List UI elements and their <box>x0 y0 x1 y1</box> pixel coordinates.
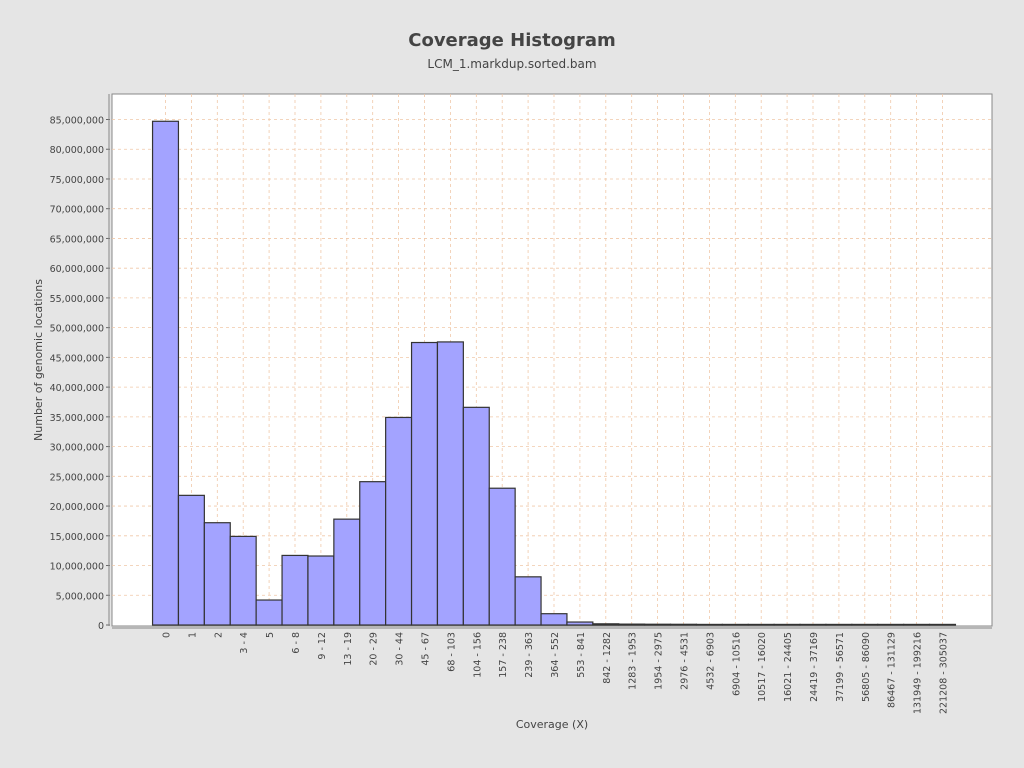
x-tick-label: 131949 - 199216 <box>913 632 924 714</box>
y-tick-label: 40,000,000 <box>50 383 104 394</box>
histogram-bar <box>385 416 413 626</box>
histogram-bar <box>255 599 283 626</box>
histogram-bar <box>592 623 620 626</box>
axes: 0 5,000,000 10,000,000 15,000,000 20,000,000… <box>50 94 992 714</box>
x-tick-label: 0 <box>162 632 173 638</box>
x-tick-label: 86467 - 131129 <box>887 632 898 708</box>
histogram-bar <box>825 623 853 626</box>
y-tick-label: 35,000,000 <box>50 413 104 424</box>
x-tick-label: 56805 - 86090 <box>861 632 872 702</box>
x-tick-label: 16021 - 24405 <box>783 632 794 702</box>
histogram-bar <box>229 535 257 626</box>
chart-title: Coverage Histogram <box>408 30 616 51</box>
x-tick-label: 9 - 12 <box>317 632 328 660</box>
y-tick-label: 30,000,000 <box>50 443 104 454</box>
x-tick-label: 6904 - 10516 <box>731 632 742 696</box>
y-tick-label: 5,000,000 <box>56 591 104 602</box>
y-tick-label: 10,000,000 <box>50 562 104 573</box>
x-tick-label: 239 - 363 <box>524 632 535 678</box>
y-tick-label: 75,000,000 <box>50 175 104 186</box>
histogram-bar <box>462 406 490 626</box>
histogram-bar <box>695 623 723 626</box>
y-tick-label: 25,000,000 <box>50 472 104 483</box>
x-tick-label: 364 - 552 <box>550 632 561 678</box>
histogram-bar <box>851 623 879 626</box>
histogram-bar <box>644 623 672 626</box>
x-tick-label: 221208 - 305037 <box>939 632 950 714</box>
x-tick-label: 553 - 841 <box>576 632 587 678</box>
histogram-bar <box>747 623 775 626</box>
x-tick-label: 157 - 238 <box>498 632 509 678</box>
y-tick-label: 60,000,000 <box>50 264 104 275</box>
x-tick-label: 5 <box>265 632 276 638</box>
y-tick-label: 55,000,000 <box>50 294 104 305</box>
histogram-bar <box>721 623 749 626</box>
y-tick-label: 45,000,000 <box>50 353 104 364</box>
y-tick-label: 50,000,000 <box>50 324 104 335</box>
x-tick-label: 4532 - 6903 <box>705 632 716 690</box>
y-axis-label: Number of genomic locations <box>32 279 45 441</box>
grid-lines <box>112 94 992 626</box>
x-tick-label: 24419 - 37169 <box>809 632 820 702</box>
y-tick-label: 65,000,000 <box>50 234 104 245</box>
chart-subtitle: LCM_1.markdup.sorted.bam <box>427 57 597 71</box>
histogram-bar <box>333 518 361 626</box>
histogram-bar <box>928 623 957 626</box>
histogram-bar <box>177 494 205 626</box>
histogram-bar <box>151 120 180 626</box>
x-tick-label: 37199 - 56571 <box>835 632 846 702</box>
x-tick-label: 45 - 67 <box>421 632 432 666</box>
x-tick-label: 1283 - 1953 <box>628 632 639 690</box>
histogram-bar <box>799 623 827 626</box>
x-tick-label: 68 - 103 <box>446 632 457 672</box>
y-tick-label: 80,000,000 <box>50 145 104 156</box>
x-tick-label: 2 <box>213 632 224 638</box>
x-tick-label: 1 <box>187 632 198 638</box>
histogram-bar <box>566 621 594 626</box>
y-tick-label: 70,000,000 <box>50 205 104 216</box>
histogram-bar <box>773 623 801 626</box>
histogram-bar <box>903 623 931 626</box>
histogram-bar <box>436 341 464 626</box>
histogram-bar <box>514 576 542 626</box>
x-tick-label: 2976 - 4531 <box>680 632 691 690</box>
histogram-bar <box>307 555 335 626</box>
x-tick-label: 1954 - 2975 <box>654 632 665 690</box>
x-tick-label: 13 - 19 <box>343 632 354 666</box>
y-tick-label: 0 <box>98 621 104 632</box>
x-tick-label: 3 - 4 <box>239 632 250 654</box>
x-tick-label: 10517 - 16020 <box>757 632 768 702</box>
x-tick-label: 30 - 44 <box>395 632 406 666</box>
bars <box>151 120 957 626</box>
x-tick-label: 20 - 29 <box>369 632 380 666</box>
histogram-bar <box>203 522 231 626</box>
y-tick-label: 85,000,000 <box>50 116 104 127</box>
histogram-bar <box>877 623 905 626</box>
x-tick-label: 104 - 156 <box>472 632 483 678</box>
x-tick-label: 6 - 8 <box>291 632 302 654</box>
x-axis-label: Coverage (X) <box>516 718 588 731</box>
y-tick-label: 15,000,000 <box>50 532 104 543</box>
y-tick-label: 20,000,000 <box>50 502 104 513</box>
histogram-bar <box>410 341 439 626</box>
histogram-bar <box>488 487 516 626</box>
histogram-bar <box>669 623 698 626</box>
plot-area <box>111 93 993 627</box>
histogram-bar <box>281 554 309 626</box>
histogram-bar <box>618 623 646 626</box>
histogram-bar <box>359 481 387 626</box>
histogram-bar <box>540 613 568 626</box>
x-tick-label: 842 - 1282 <box>602 632 613 684</box>
